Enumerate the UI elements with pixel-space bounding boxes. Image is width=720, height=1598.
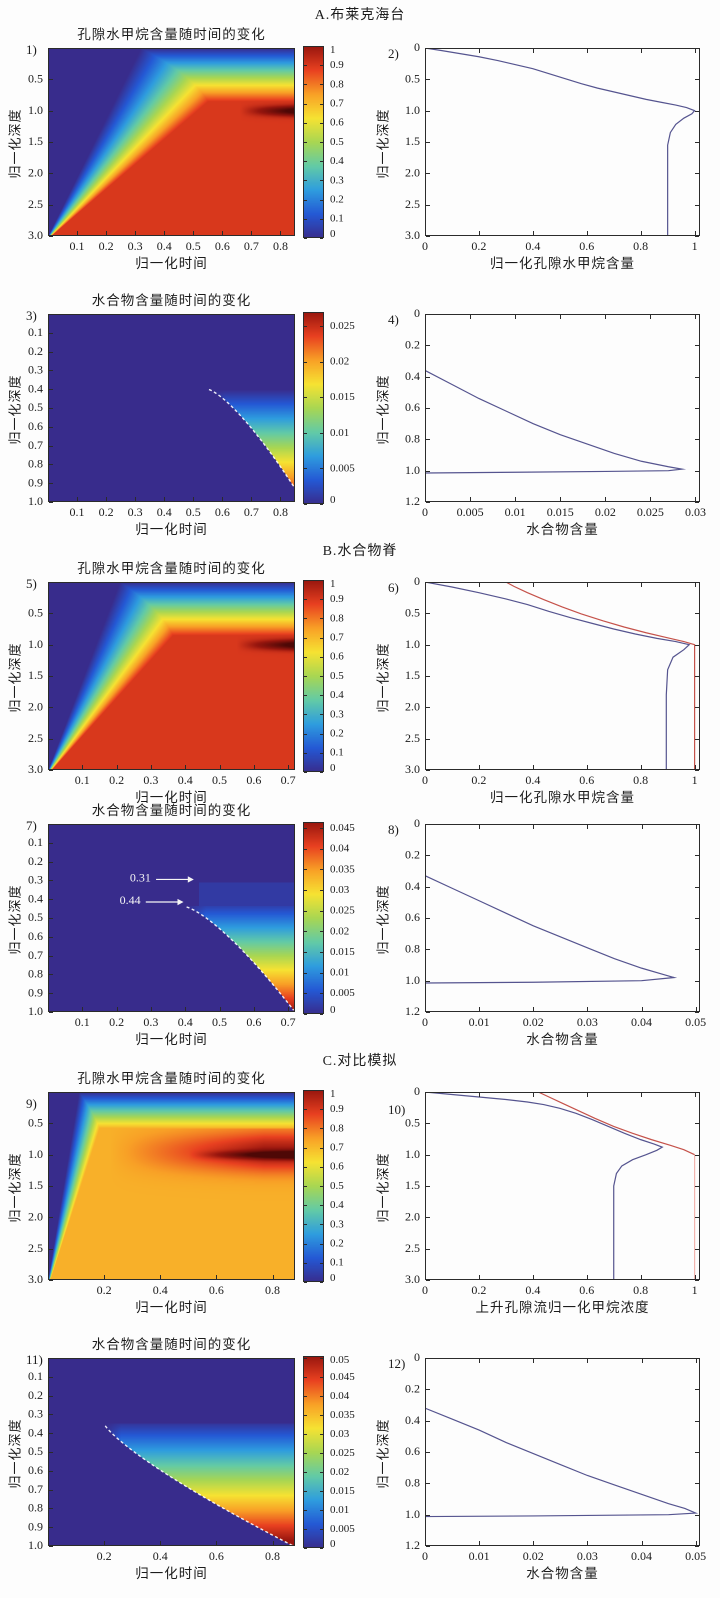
panel-8-xlabel: 水合物含量 [526, 1032, 599, 1047]
panel-10-number: 10) [388, 1102, 406, 1117]
panel-8-number: 8) [388, 822, 399, 837]
section-header-c: C.对比模拟 [322, 1054, 398, 1069]
panel-4-ylabel: 归一化深度 [375, 374, 391, 445]
panel-4-canvas [368, 288, 720, 540]
panel-2-number: 2) [388, 46, 399, 61]
panel-7-canvas [0, 798, 368, 1050]
panel-1-xlabel: 归一化时间 [135, 256, 208, 271]
panel-3-number: 3) [26, 308, 37, 323]
panel-2-ylabel: 归一化深度 [375, 108, 391, 179]
panel-9-canvas [0, 1066, 368, 1318]
panel-3-heatmap: 水合物含量随时间的变化 3) 归一化时间 归一化深度 [0, 288, 368, 540]
panel-8-canvas [368, 798, 720, 1050]
panel-12-xlabel: 水合物含量 [526, 1566, 599, 1581]
panel-11-xlabel: 归一化时间 [135, 1566, 208, 1581]
panel-5-canvas [0, 556, 368, 808]
panel-9-heatmap: 孔隙水甲烷含量随时间的变化 9) 归一化时间 归一化深度 [0, 1066, 368, 1318]
section-header-b: B.水合物脊 [322, 544, 398, 559]
panel-6-number: 6) [388, 580, 399, 595]
panel-7-number: 7) [26, 818, 37, 833]
panel-9-xlabel: 归一化时间 [135, 1300, 208, 1315]
panel-3-title: 水合物含量随时间的变化 [91, 293, 252, 308]
panel-2-xlabel: 归一化孔隙水甲烷含量 [490, 256, 635, 271]
panel-11-heatmap: 水合物含量随时间的变化 11) 归一化时间 归一化深度 [0, 1332, 368, 1584]
panel-11-ylabel: 归一化深度 [7, 1418, 23, 1489]
panel-9-title: 孔隙水甲烷含量随时间的变化 [77, 1071, 266, 1086]
panel-10-ylabel: 归一化深度 [375, 1152, 391, 1223]
panel-12-number: 12) [388, 1356, 406, 1371]
panel-7-xlabel: 归一化时间 [135, 1032, 208, 1047]
panel-12-ylabel: 归一化深度 [375, 1418, 391, 1489]
panel-1-title: 孔隙水甲烷含量随时间的变化 [77, 27, 266, 42]
panel-7-ylabel: 归一化深度 [7, 884, 23, 955]
panel-1-canvas [0, 22, 368, 274]
panel-6-canvas [368, 556, 720, 808]
panel-5-heatmap: 孔隙水甲烷含量随时间的变化 5) 归一化时间 归一化深度 [0, 556, 368, 808]
panel-5-ylabel: 归一化深度 [7, 642, 23, 713]
panel-12-lineplot: 12) 水合物含量 归一化深度 [368, 1332, 720, 1584]
panel-4-lineplot: 4) 水合物含量 归一化深度 [368, 288, 720, 540]
panel-8-lineplot: 8) 水合物含量 归一化深度 [368, 798, 720, 1050]
panel-3-xlabel: 归一化时间 [135, 522, 208, 537]
panel-4-number: 4) [388, 312, 399, 327]
panel-8-ylabel: 归一化深度 [375, 884, 391, 955]
panel-6-lineplot: 6) 归一化孔隙水甲烷含量 归一化深度 [368, 556, 720, 808]
panel-3-canvas [0, 288, 368, 540]
panel-1-ylabel: 归一化深度 [7, 108, 23, 179]
panel-11-number: 11) [26, 1352, 43, 1367]
panel-9-number: 9) [26, 1096, 37, 1111]
panel-5-number: 5) [26, 576, 37, 591]
panel-7-heatmap: 水合物含量随时间的变化 7) 归一化时间 归一化深度 [0, 798, 368, 1050]
panel-11-title: 水合物含量随时间的变化 [91, 1337, 252, 1352]
panel-6-ylabel: 归一化深度 [375, 642, 391, 713]
panel-2-canvas [368, 22, 720, 274]
panel-7-title: 水合物含量随时间的变化 [91, 803, 252, 818]
panel-12-canvas [368, 1332, 720, 1584]
panel-3-ylabel: 归一化深度 [7, 374, 23, 445]
panel-5-title: 孔隙水甲烷含量随时间的变化 [77, 561, 266, 576]
panel-2-lineplot: 2) 归一化孔隙水甲烷含量 归一化深度 [368, 22, 720, 274]
panel-1-number: 1) [26, 42, 37, 57]
panel-9-ylabel: 归一化深度 [7, 1152, 23, 1223]
panel-4-xlabel: 水合物含量 [526, 522, 599, 537]
panel-1-heatmap: 孔隙水甲烷含量随时间的变化 1) 归一化时间 归一化深度 [0, 22, 368, 274]
panel-10-canvas [368, 1066, 720, 1318]
panel-11-canvas [0, 1332, 368, 1584]
section-header-a: A.布莱克海台 [314, 8, 406, 23]
panel-10-lineplot: 10) 上升孔隙流归一化甲烷浓度 归一化深度 [368, 1066, 720, 1318]
panel-10-xlabel: 上升孔隙流归一化甲烷浓度 [475, 1300, 650, 1315]
